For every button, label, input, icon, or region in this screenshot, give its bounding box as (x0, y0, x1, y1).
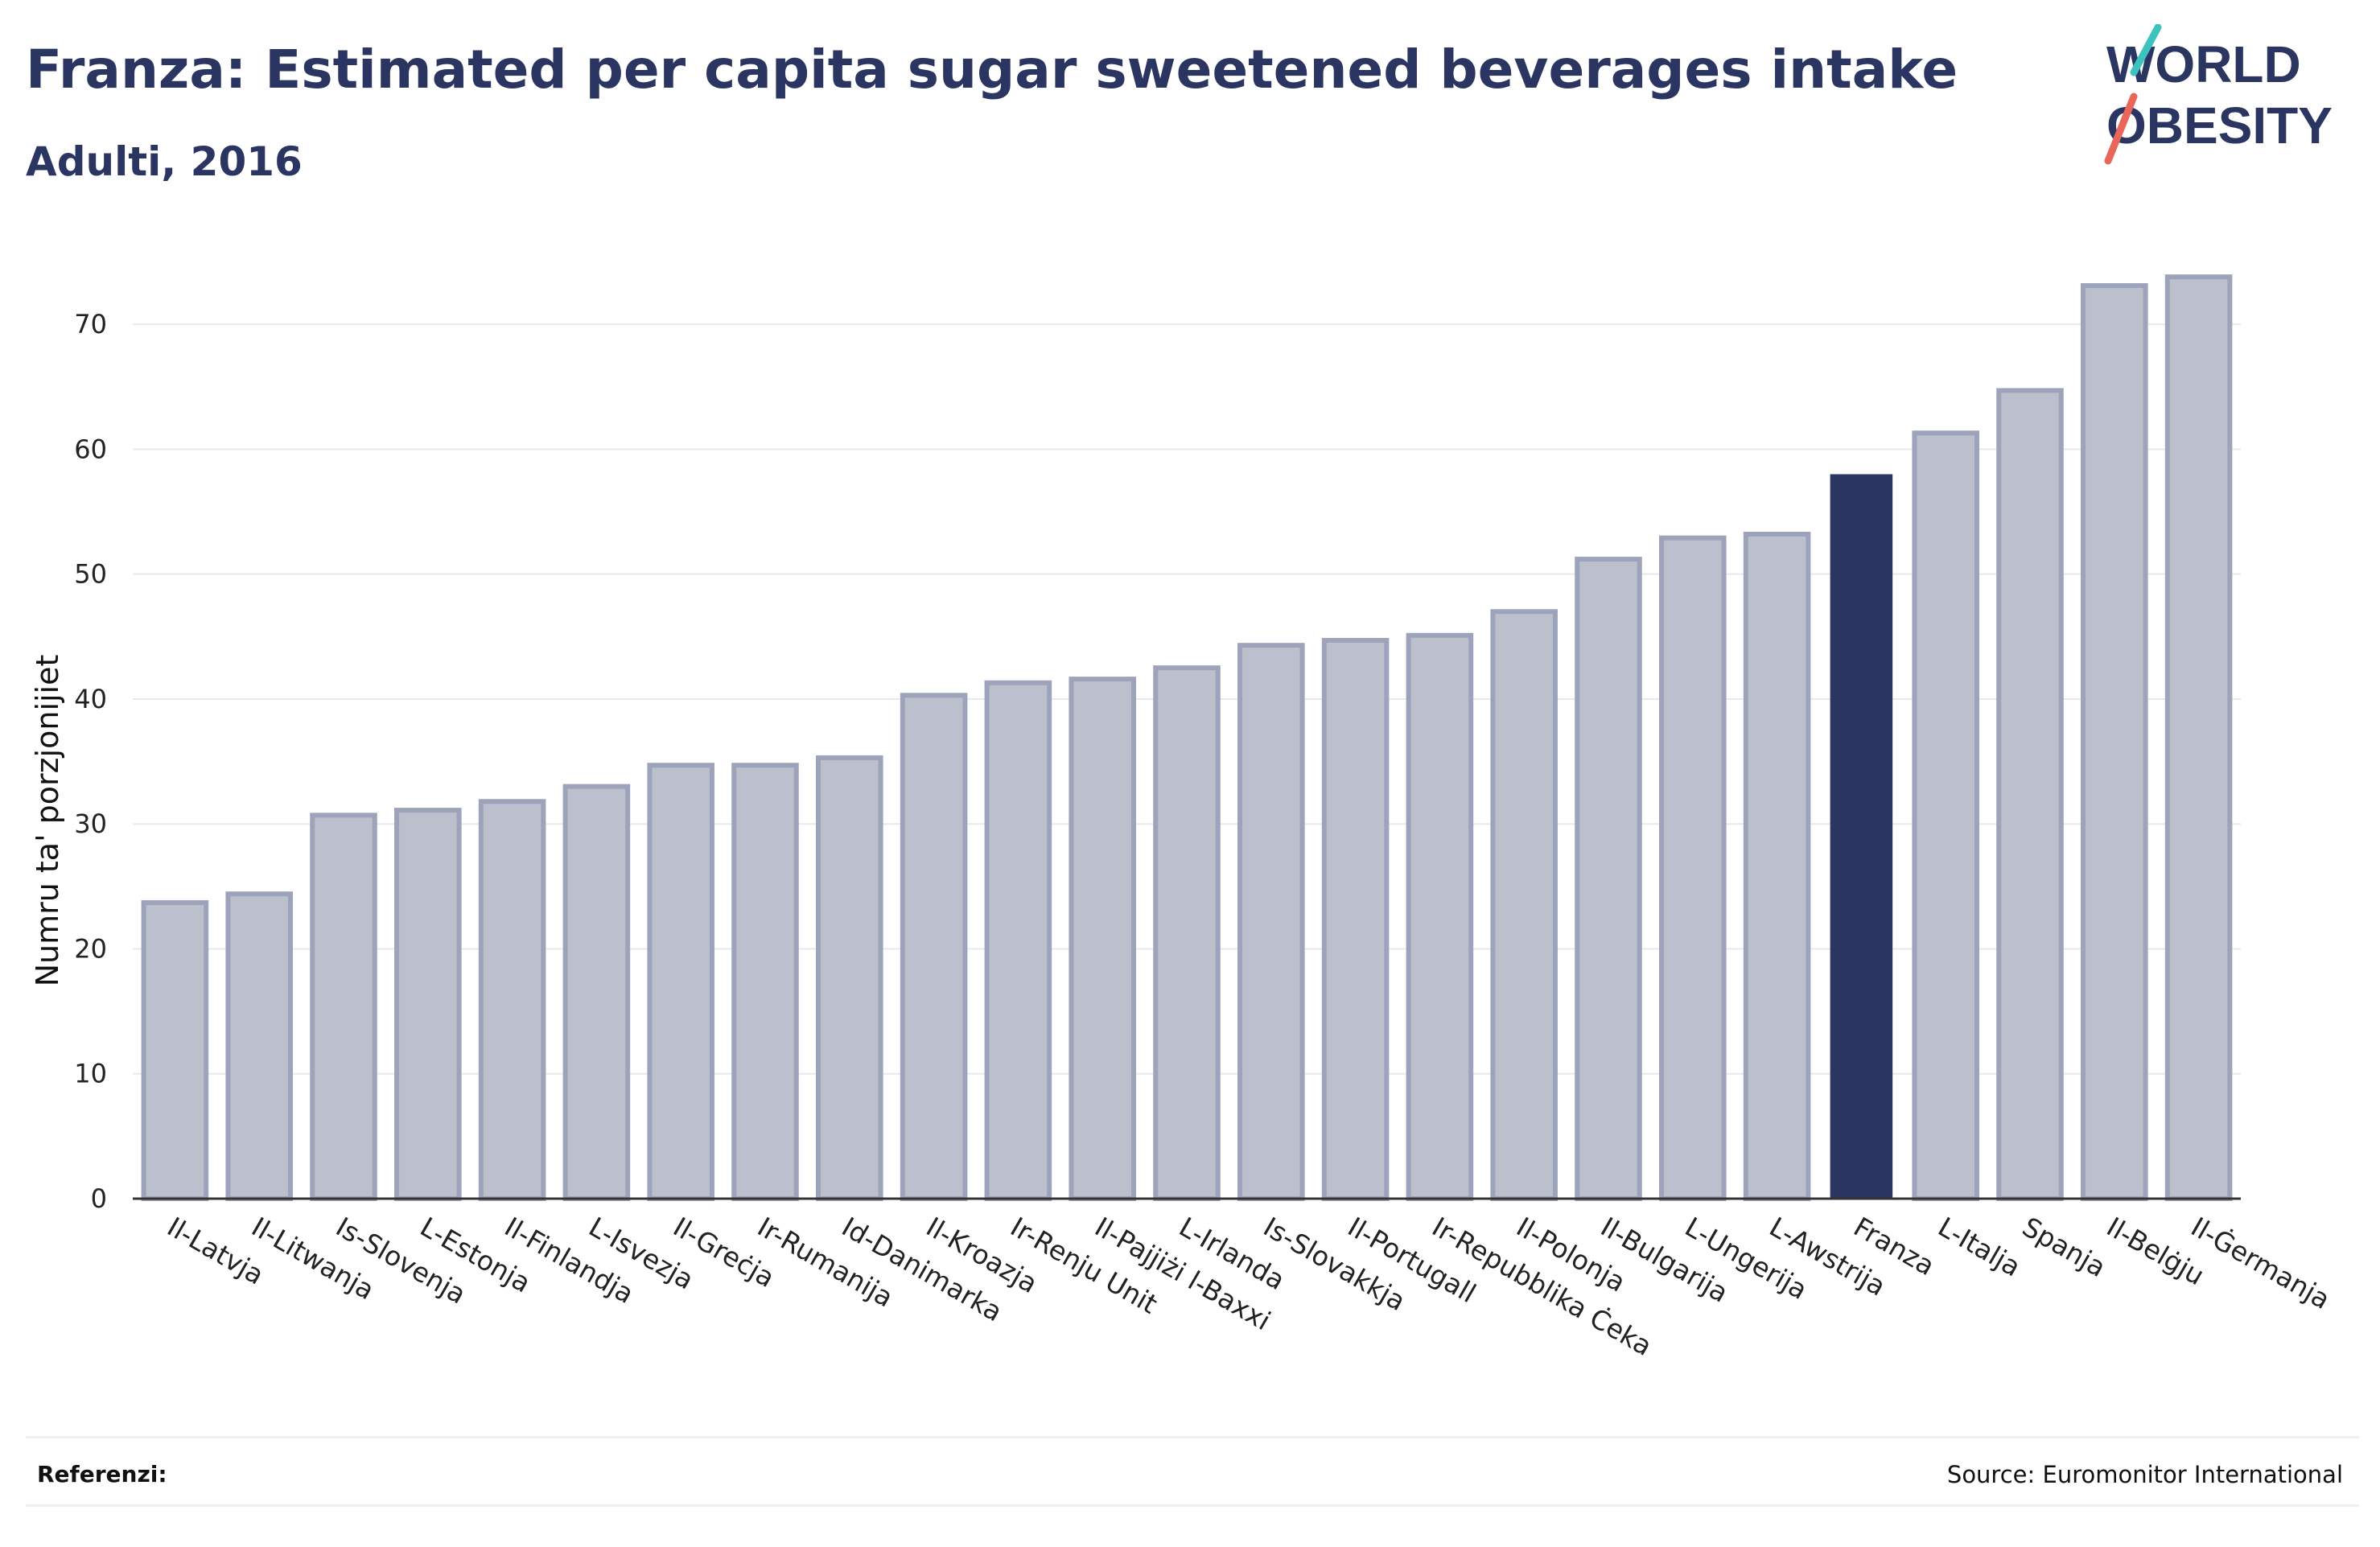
footer-divider-top (26, 1436, 2359, 1438)
footer-divider-bottom (26, 1504, 2359, 1507)
bar (1153, 665, 1221, 1201)
bar (141, 900, 209, 1202)
bar (1490, 609, 1558, 1201)
bar (1659, 535, 1727, 1201)
bar (2164, 274, 2233, 1202)
y-tick-label: 70 (74, 309, 107, 339)
bar (1406, 632, 1474, 1201)
bar (1996, 388, 2064, 1201)
x-tick-label: Il-Latvja (162, 1211, 269, 1290)
bar (1743, 532, 1811, 1201)
bar (562, 784, 631, 1201)
bar (1912, 430, 1979, 1201)
bar (394, 808, 462, 1201)
y-tick-label: 20 (74, 933, 107, 964)
bar (731, 763, 799, 1201)
bar (1575, 557, 1642, 1201)
logo-teal-stroke (2130, 24, 2162, 76)
x-tick-label: Il-Belġju (2102, 1211, 2209, 1291)
chart-title: Franza: Estimated per capita sugar sweet… (26, 39, 1958, 101)
bar-chart: 010203040506070Il-LatvjaIl-LitwanjaIs-Sl… (30, 274, 2336, 1362)
y-tick-label: 10 (74, 1059, 107, 1089)
bar (816, 755, 883, 1201)
x-tick-label: Spanja (2017, 1211, 2111, 1283)
chart-subtitle: Adulti, 2016 (26, 138, 303, 185)
y-axis-title: Numru ta' porzjonijiet (30, 655, 65, 987)
bar (984, 680, 1052, 1201)
y-tick-label: 50 (74, 559, 107, 590)
bar (647, 763, 714, 1201)
bar (1069, 677, 1136, 1201)
bar (1321, 637, 1390, 1201)
bar-highlighted (1830, 474, 1893, 1199)
y-tick-label: 30 (74, 808, 107, 839)
bar (900, 693, 968, 1201)
logo-line2: OBESITY (2106, 97, 2333, 154)
world-obesity-logo: WORLD OBESITY (2104, 24, 2333, 165)
x-tick-label: L-Italja (1933, 1211, 2026, 1282)
bar (2081, 283, 2148, 1201)
logo-red-stroke (2104, 93, 2138, 165)
y-tick-label: 40 (74, 684, 107, 714)
bar (225, 891, 293, 1201)
references-label: Referenzi: (37, 1461, 167, 1487)
bar (478, 799, 546, 1202)
y-tick-label: 0 (91, 1183, 107, 1214)
y-tick-label: 60 (74, 434, 107, 464)
bar (310, 813, 377, 1201)
bar (1237, 643, 1305, 1201)
source-text: Source: Euromonitor International (1946, 1461, 2343, 1488)
